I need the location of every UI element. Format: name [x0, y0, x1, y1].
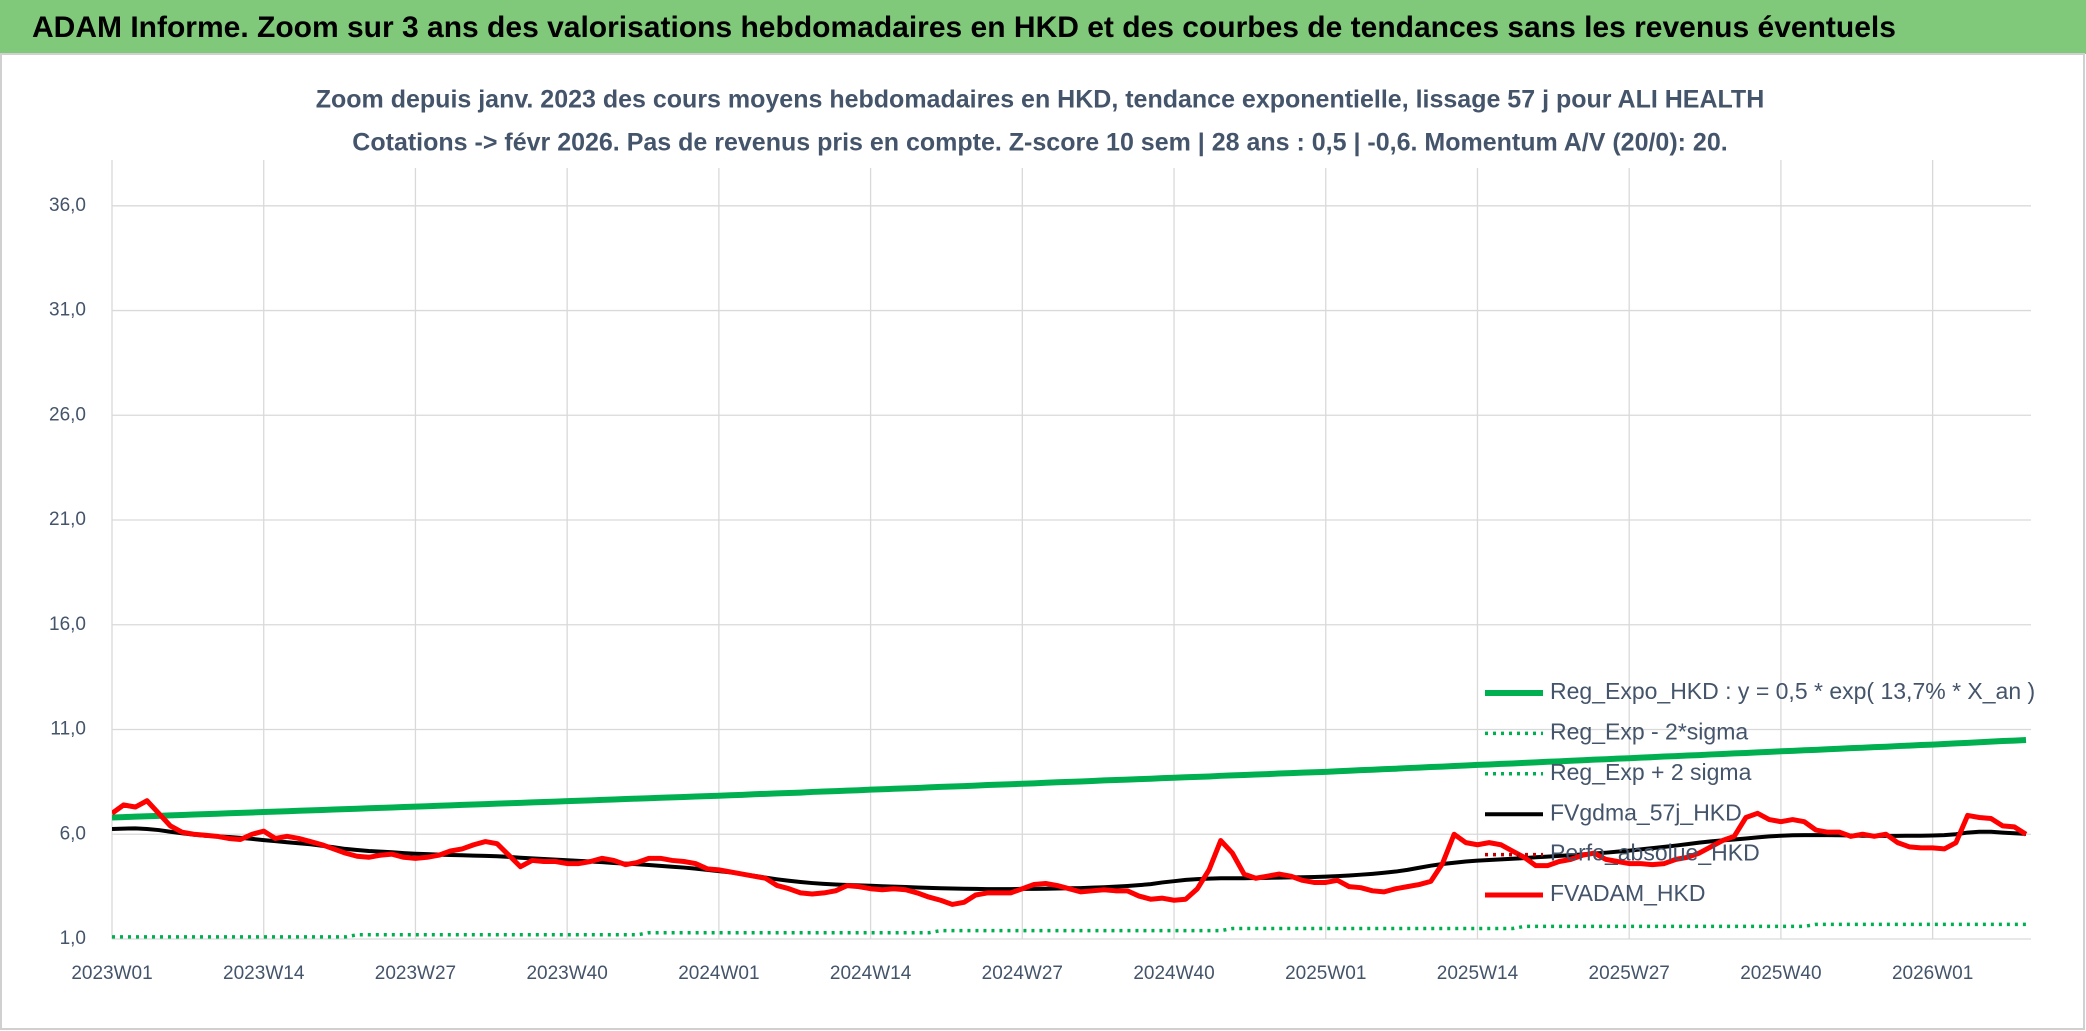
grid: 1,0 6,0 11,0 16,0 21,0 26,0 31,0 36,0 2023W01 202… [49, 160, 2031, 984]
x-tick-label: 2025W27 [1589, 963, 1670, 984]
y-tick-label: 11,0 [50, 719, 86, 740]
chart-title: ADAM Informe. Zoom sur 3 ans des valoris… [32, 11, 1896, 44]
legend-label: Reg_Exp - 2*sigma [1550, 718, 1748, 744]
legend-label: FVgdma_57j_HKD [1550, 799, 1742, 825]
legend-label: Reg_Exp + 2 sigma [1550, 759, 1752, 785]
y-tick-label: 31,0 [49, 300, 86, 321]
x-tick-label: 2023W27 [375, 963, 456, 984]
x-tick-label: 2025W14 [1437, 963, 1519, 984]
x-tick-label: 2023W14 [223, 963, 305, 984]
legend-label: FVADAM_HKD [1550, 880, 1706, 906]
series-line [112, 736, 2027, 821]
chart-frame [0, 53, 2085, 1030]
legend-label: Perfo_absolue_HKD [1550, 840, 1760, 866]
y-tick-label: 26,0 [49, 404, 86, 425]
series-line [112, 798, 2028, 907]
x-tick-label: 2024W40 [1133, 963, 1214, 984]
plot [112, 736, 2028, 939]
x-tick-label: 2024W01 [678, 963, 759, 984]
x-tick-label: 2023W40 [526, 963, 607, 984]
legend-label: Reg_Expo_HKD : y = 0,5 * exp( 13,7% * X_… [1550, 678, 2035, 704]
y-tick-label: 21,0 [49, 509, 86, 530]
y-tick-label: 36,0 [49, 195, 86, 216]
x-tick-label: 2023W01 [71, 963, 152, 984]
title-bar [0, 0, 2086, 54]
legend: Reg_Expo_HKD : y = 0,5 * exp( 13,7% * X_… [1485, 678, 2035, 906]
x-tick-label: 2024W14 [830, 963, 912, 984]
subtitle: Cotations -> févr 2026. Pas de revenus p… [352, 129, 1727, 157]
subtitle-box [358, 78, 1718, 168]
x-tick-label: 2025W40 [1740, 963, 1821, 984]
y-tick-label: 6,0 [60, 823, 86, 844]
y-tick-label: 16,0 [49, 614, 86, 635]
subtitle: Zoom depuis janv. 2023 des cours moyens … [316, 86, 1765, 114]
y-tick-label: 1,0 [60, 928, 86, 949]
x-tick-label: 2024W27 [982, 963, 1063, 984]
x-tick-label: 2025W01 [1285, 963, 1366, 984]
x-tick-label: 2026W01 [1892, 963, 1973, 984]
